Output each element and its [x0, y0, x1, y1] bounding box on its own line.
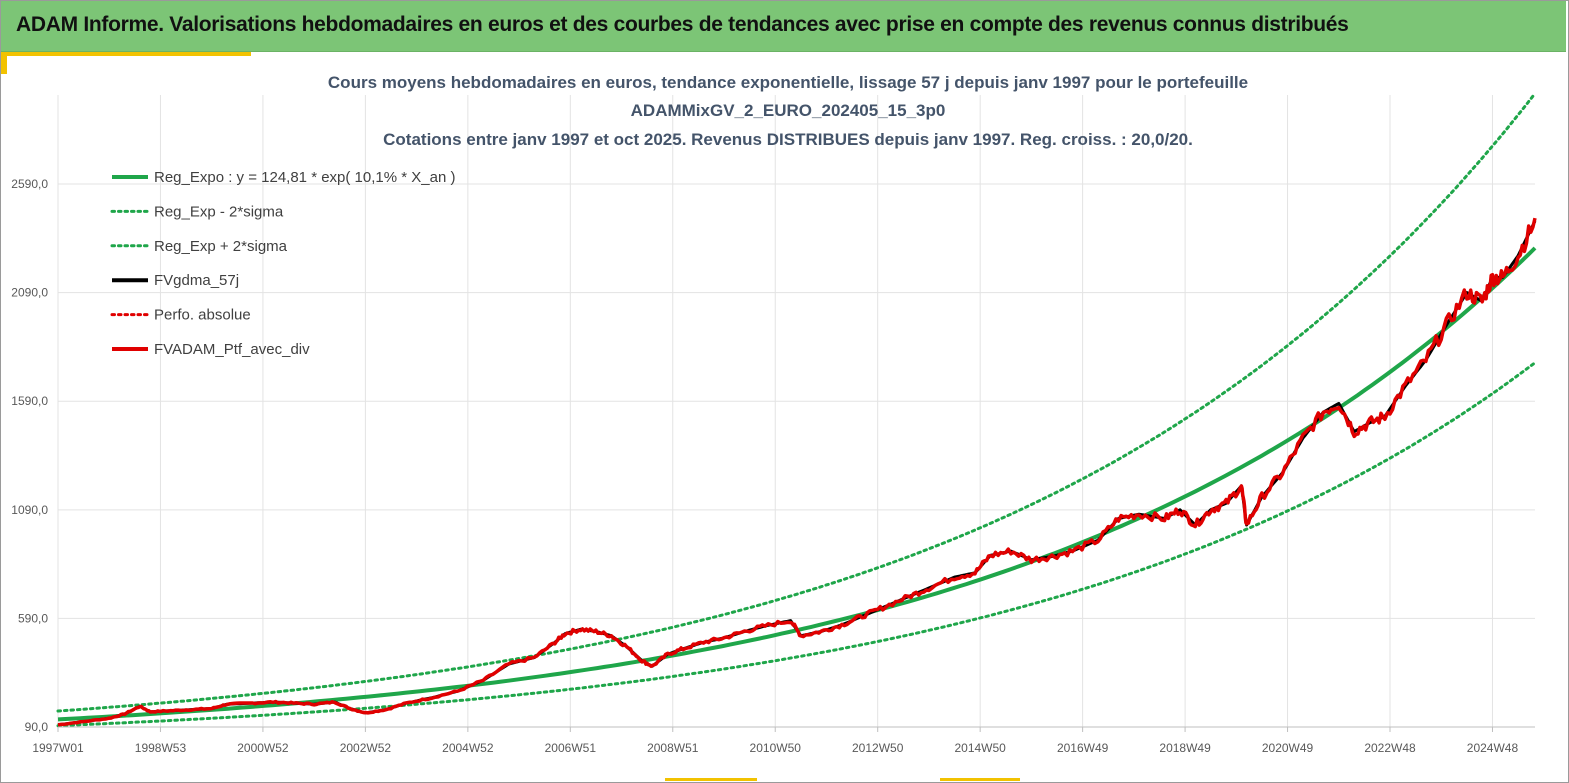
legend: Reg_Expo : y = 124,81 * exp( 10,1% * X_a…: [110, 169, 455, 358]
x-tick-labels: 1997W01 1998W53 2000W52 2002W52 2004W52 2006W…: [32, 741, 1518, 755]
chart-title-line-2: ADAMMixGV_2_EURO_202405_15_3p0: [631, 101, 946, 120]
x-tick-label: 2012W50: [852, 741, 904, 755]
y-tick-label: 1590,0: [11, 394, 48, 408]
legend-label: Reg_Expo : y = 124,81 * exp( 10,1% * X_a…: [154, 169, 455, 186]
series-reg-expo: [57, 246, 1537, 722]
banner-title: ADAM Informe. Valorisations hebdomadaire…: [16, 13, 1349, 36]
legend-label: Reg_Exp - 2*sigma: [154, 203, 284, 220]
x-tick-label: 2000W52: [237, 741, 289, 755]
x-tick-label: 2024W48: [1467, 741, 1519, 755]
series-reg-exp-minus-2sigma: [56, 361, 1537, 728]
x-tick-label: 1997W01: [32, 741, 84, 755]
y-tick-label: 90,0: [25, 720, 49, 734]
series-fvgdma-57j: [57, 220, 1537, 727]
y-tick-label: 2590,0: [11, 177, 48, 191]
accent-bar-top: [1, 52, 251, 56]
y-tick-label: 590,0: [18, 611, 48, 625]
gridlines: [57, 95, 1535, 732]
x-tick-label: 2022W48: [1364, 741, 1416, 755]
header-banner: ADAM Informe. Valorisations hebdomadaire…: [1, 1, 1566, 52]
x-tick-label: 2016W49: [1057, 741, 1109, 755]
y-tick-label: 1090,0: [11, 503, 48, 517]
x-tick-label: 2014W50: [954, 741, 1006, 755]
accent-bar-bottom: [940, 778, 1020, 781]
x-tick-label: 1998W53: [135, 741, 187, 755]
x-tick-label: 2010W50: [750, 741, 802, 755]
x-tick-label: 2020W49: [1262, 741, 1314, 755]
legend-label: FVgdma_57j: [154, 272, 239, 289]
series-reg-exp-plus-2sigma: [56, 92, 1537, 713]
legend-label: Reg_Exp + 2*sigma: [154, 238, 288, 255]
chart-title: Cours moyens hebdomadaires en euros, ten…: [328, 73, 1248, 149]
x-tick-label: 2002W52: [340, 741, 392, 755]
legend-label: Perfo. absolue: [154, 307, 251, 324]
curves: [56, 92, 1537, 728]
legend-label: FVADAM_Ptf_avec_div: [154, 341, 310, 358]
y-tick-label: 2090,0: [11, 286, 48, 300]
x-tick-label: 2004W52: [442, 741, 494, 755]
accent-bar-bottom: [665, 778, 757, 781]
x-tick-label: 2018W49: [1159, 741, 1211, 755]
chart-title-line-3: Cotations entre janv 1997 et oct 2025. R…: [383, 130, 1193, 149]
x-tick-label: 2006W51: [545, 741, 597, 755]
x-tick-label: 2008W51: [647, 741, 699, 755]
series-fvadam-ptf-avec-div: [57, 217, 1537, 727]
y-tick-labels: 90,0 590,0 1090,0 1590,0 2090,0 2590,0: [11, 177, 48, 734]
accent-bar-left: [1, 52, 7, 74]
chart-title-line-1: Cours moyens hebdomadaires en euros, ten…: [328, 73, 1248, 92]
